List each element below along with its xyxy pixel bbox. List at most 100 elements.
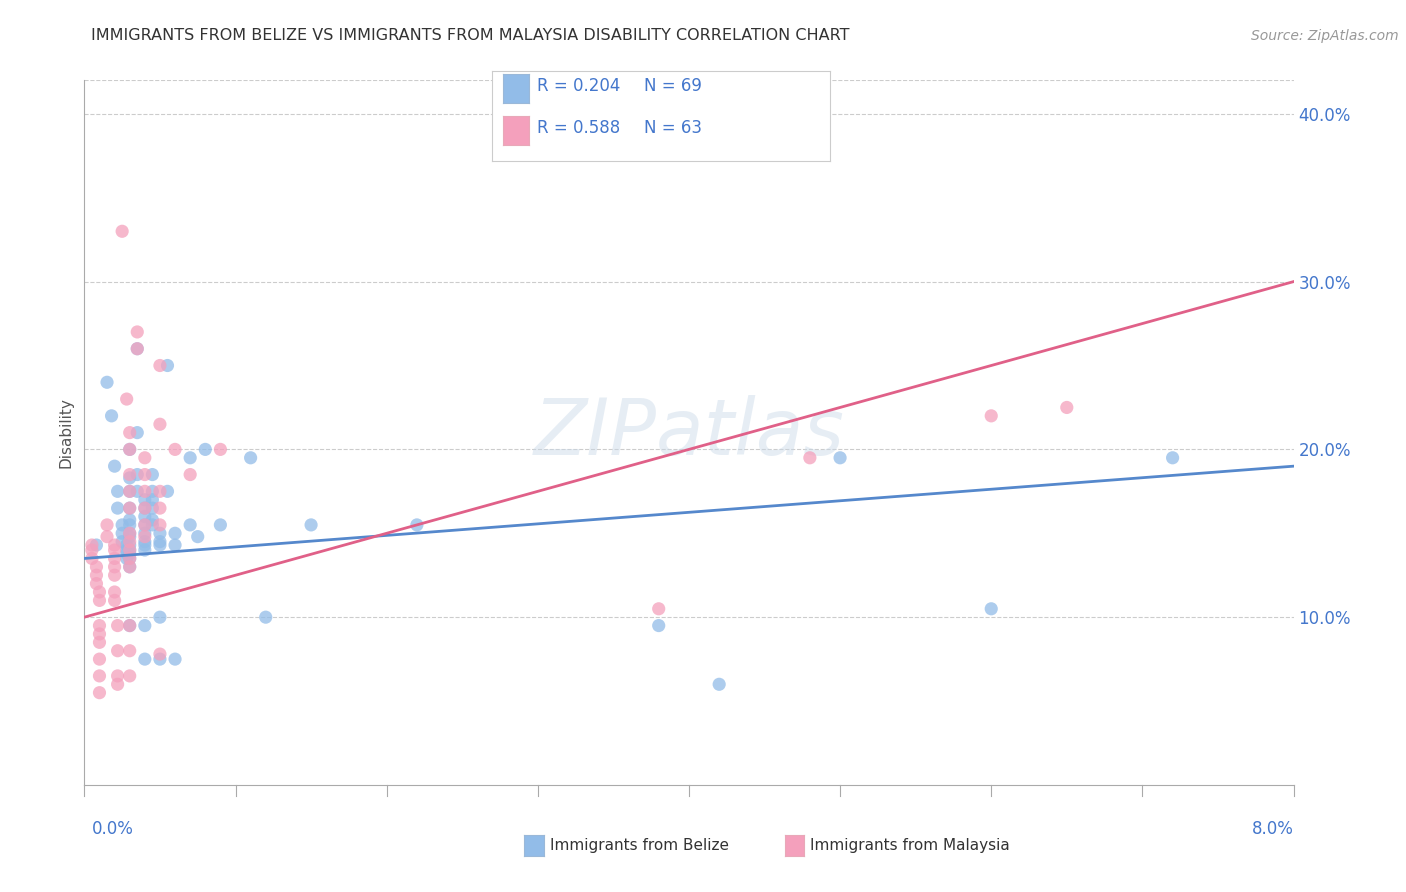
Point	[149, 517, 172, 532]
Point	[127, 325, 149, 339]
Point	[115, 538, 138, 552]
Point	[134, 652, 156, 666]
Point	[118, 559, 141, 574]
Point	[118, 669, 141, 683]
Point	[96, 530, 118, 544]
Point	[89, 652, 111, 666]
Text: 0.0%: 0.0%	[91, 820, 134, 838]
Point	[209, 442, 232, 457]
Point	[107, 644, 129, 658]
Point	[165, 652, 187, 666]
Point	[118, 517, 141, 532]
Point	[104, 543, 127, 558]
Point	[165, 526, 187, 541]
Point	[89, 686, 111, 700]
Point	[118, 484, 141, 499]
Point	[165, 538, 187, 552]
Point	[799, 450, 821, 465]
Point	[104, 593, 127, 607]
Point	[89, 618, 111, 632]
Text: 8.0%: 8.0%	[1251, 820, 1294, 838]
Point	[118, 551, 141, 566]
Point	[134, 534, 156, 549]
Point	[149, 652, 172, 666]
Point	[89, 635, 111, 649]
Point	[134, 530, 156, 544]
Point	[89, 627, 111, 641]
Point	[141, 513, 163, 527]
Point	[118, 530, 141, 544]
Point	[134, 501, 156, 516]
Point	[104, 568, 127, 582]
Point	[194, 442, 217, 457]
Point	[118, 484, 141, 499]
Point	[96, 376, 118, 390]
Point	[156, 484, 179, 499]
Text: Immigrants from Belize: Immigrants from Belize	[550, 838, 728, 853]
Point	[118, 471, 141, 485]
Point	[709, 677, 731, 691]
Point	[149, 501, 172, 516]
Point	[179, 467, 201, 482]
Point	[149, 538, 172, 552]
Point	[80, 538, 103, 552]
Point	[104, 551, 127, 566]
Point	[134, 517, 156, 532]
Point	[156, 359, 179, 373]
Point	[118, 618, 141, 632]
Point	[149, 534, 172, 549]
Point	[134, 509, 156, 524]
Point	[179, 517, 201, 532]
Point	[134, 484, 156, 499]
Point	[111, 526, 134, 541]
Point	[134, 538, 156, 552]
Point	[115, 392, 138, 406]
Point	[118, 501, 141, 516]
Text: Immigrants from Malaysia: Immigrants from Malaysia	[810, 838, 1010, 853]
Point	[141, 492, 163, 507]
Point	[980, 602, 1002, 616]
Point	[980, 409, 1002, 423]
Point	[149, 526, 172, 541]
Y-axis label: Disability: Disability	[58, 397, 73, 468]
Text: R = 0.588: R = 0.588	[537, 119, 620, 136]
Point	[134, 517, 156, 532]
Point	[118, 526, 141, 541]
Point	[299, 517, 322, 532]
Point	[127, 484, 149, 499]
Point	[1056, 401, 1078, 415]
Point	[107, 669, 129, 683]
Point	[118, 534, 141, 549]
Point	[118, 501, 141, 516]
Point	[141, 501, 163, 516]
Point	[118, 546, 141, 560]
Point	[187, 530, 209, 544]
Point	[107, 677, 129, 691]
Point	[107, 501, 129, 516]
Point	[107, 484, 129, 499]
Text: IMMIGRANTS FROM BELIZE VS IMMIGRANTS FROM MALAYSIA DISABILITY CORRELATION CHART: IMMIGRANTS FROM BELIZE VS IMMIGRANTS FRO…	[91, 29, 849, 43]
Point	[118, 551, 141, 566]
Point	[134, 492, 156, 507]
Point	[165, 442, 187, 457]
Point	[118, 543, 141, 558]
Point	[104, 559, 127, 574]
Point	[179, 450, 201, 465]
Point	[141, 467, 163, 482]
Point	[89, 585, 111, 599]
Point	[115, 546, 138, 560]
Point	[118, 467, 141, 482]
Point	[115, 551, 138, 566]
Point	[118, 538, 141, 552]
Point	[149, 610, 172, 624]
Point	[86, 538, 108, 552]
Text: ZIPatlas: ZIPatlas	[533, 394, 845, 471]
Point	[118, 618, 141, 632]
Point	[134, 467, 156, 482]
Point	[89, 669, 111, 683]
Point	[118, 442, 141, 457]
Point	[118, 526, 141, 541]
Point	[648, 618, 671, 632]
Point	[111, 517, 134, 532]
Point	[406, 517, 429, 532]
